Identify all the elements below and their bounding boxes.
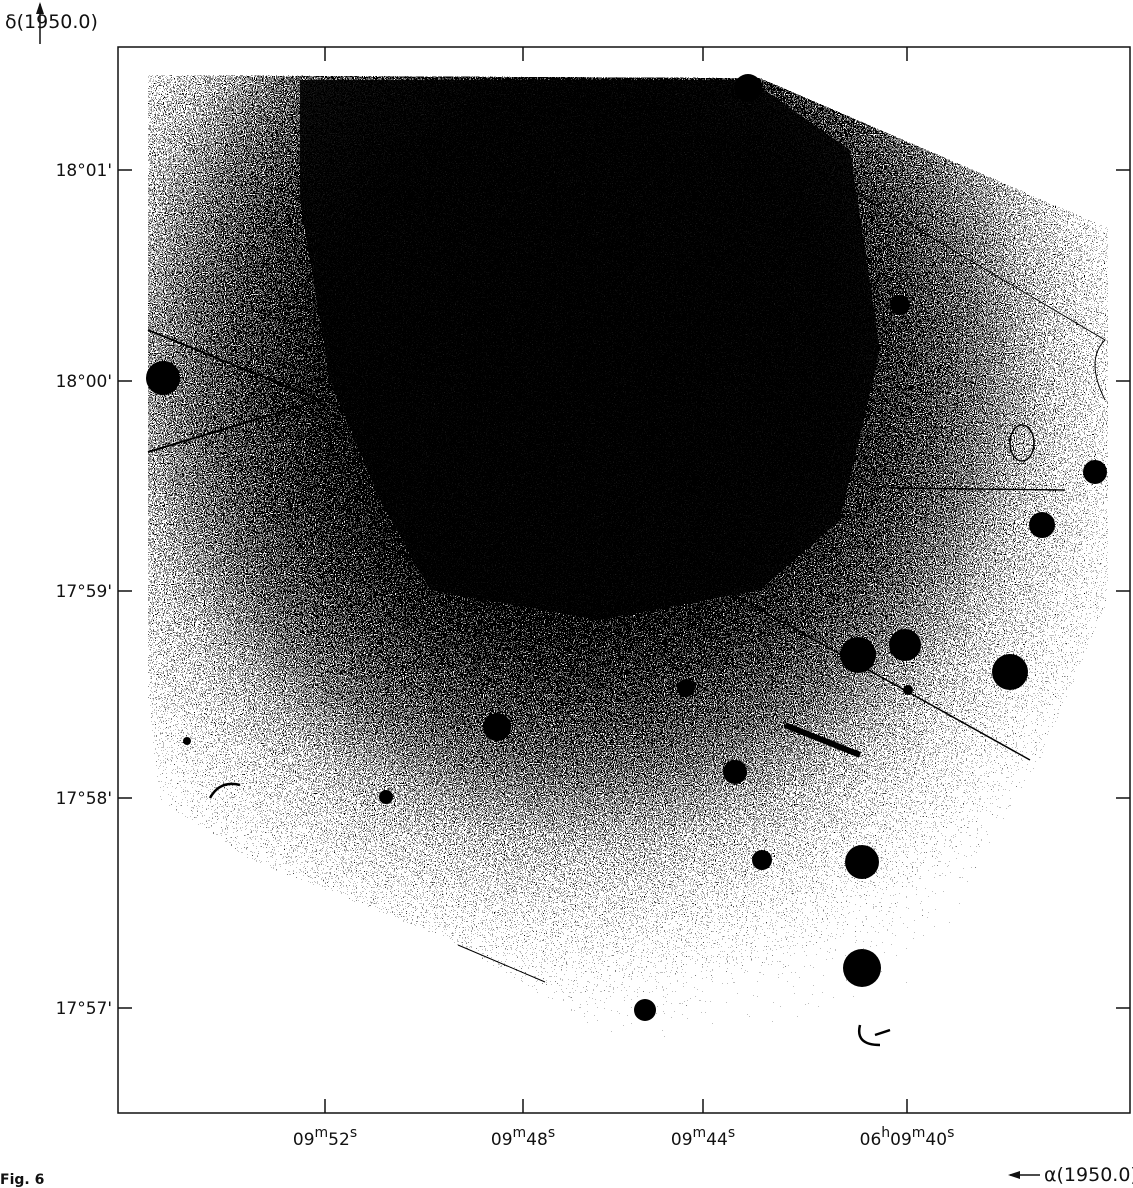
y-tick-label: 17°57' xyxy=(56,999,112,1019)
ra-arrowhead xyxy=(1008,1171,1020,1179)
x-tick-number: 09 xyxy=(491,1130,513,1150)
x-tick-label: 09m44s xyxy=(671,1125,735,1150)
y-axis-label: δ(1950.0) xyxy=(5,11,98,33)
x-tick-number: 48 xyxy=(526,1130,548,1150)
x-tick-unit: m xyxy=(912,1125,926,1141)
x-tick-unit: h xyxy=(881,1125,890,1141)
x-tick-number: 09 xyxy=(890,1130,912,1150)
y-tick-label: 18°00' xyxy=(56,372,112,392)
x-tick-number: 09 xyxy=(671,1130,693,1150)
y-tick-label: 17°59' xyxy=(56,582,112,602)
y-tick-label: 17°58' xyxy=(56,789,112,809)
axes-frame xyxy=(117,46,1131,1114)
x-tick-unit: s xyxy=(350,1125,357,1141)
y-tick-label: 18°01' xyxy=(56,161,112,181)
x-tick-number: 40 xyxy=(925,1130,947,1150)
x-tick-number: 09 xyxy=(293,1130,315,1150)
x-tick-unit: s xyxy=(728,1125,735,1141)
caption: Fig. 6 xyxy=(0,1172,44,1188)
x-tick-label: 06h09m40s xyxy=(860,1125,955,1150)
x-tick-label: 09m52s xyxy=(293,1125,357,1150)
x-tick-number: 44 xyxy=(706,1130,728,1150)
x-tick-unit: m xyxy=(693,1125,707,1141)
x-tick-number: 52 xyxy=(328,1130,350,1150)
nebula-image xyxy=(146,74,1108,1090)
x-tick-unit: m xyxy=(513,1125,527,1141)
x-tick-label: 09m48s xyxy=(491,1125,555,1150)
frame xyxy=(117,46,1131,1114)
x-tick-unit: m xyxy=(315,1125,329,1141)
x-axis-label: α(1950.0) xyxy=(1044,1164,1133,1186)
x-tick-unit: s xyxy=(548,1125,555,1141)
x-tick-number: 06 xyxy=(860,1130,882,1150)
dec-arrowhead xyxy=(36,2,44,14)
x-tick-unit: s xyxy=(947,1125,954,1141)
